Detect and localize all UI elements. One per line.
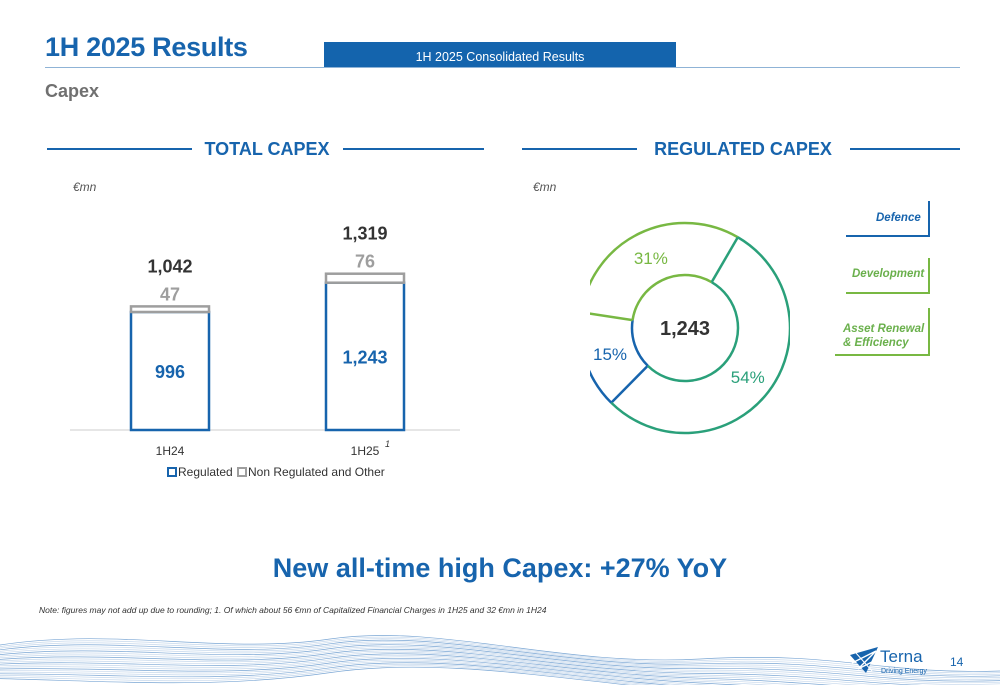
total-capex-line-right bbox=[343, 148, 484, 150]
wave-line bbox=[0, 659, 713, 685]
label-regulated-1H24: 996 bbox=[155, 362, 185, 382]
regulated-capex-line-right bbox=[850, 148, 960, 150]
logo-tagline: Driving Energy bbox=[881, 668, 927, 675]
total-capex-title: TOTAL CAPEX bbox=[204, 139, 330, 159]
wave-line bbox=[0, 636, 1000, 674]
footnote: Note: figures may not add up due to roun… bbox=[39, 605, 547, 615]
slice-inner-development bbox=[631, 273, 713, 321]
slice-inner-asset-renewal-efficiency bbox=[646, 281, 740, 383]
bar-non-regulated-1H24 bbox=[129, 305, 211, 314]
page-title: 1H 2025 Results bbox=[45, 32, 248, 62]
wave-line bbox=[0, 645, 1000, 684]
label-non-regulated-1H25: 76 bbox=[355, 252, 375, 272]
slice-label-defence: 15% bbox=[593, 345, 627, 364]
wave-line bbox=[0, 648, 923, 685]
legend-asset-renewal-frame bbox=[835, 308, 930, 356]
wave-line bbox=[0, 644, 1000, 682]
total-capex-line-left bbox=[47, 148, 192, 150]
legend-label-non-regulated: Non Regulated and Other bbox=[248, 465, 385, 479]
donut-center-value: 1,243 bbox=[660, 318, 710, 340]
header-divider bbox=[45, 67, 960, 68]
header-tab: 1H 2025 Consolidated Results bbox=[324, 42, 676, 67]
legend-swatch-non-regulated bbox=[237, 467, 247, 477]
wave-line bbox=[0, 660, 688, 685]
slice-outer-defence bbox=[590, 369, 613, 404]
regulated-capex-line-left bbox=[522, 148, 637, 150]
wave-line bbox=[0, 663, 655, 685]
headline: New all-time high Capex: +27% YoY bbox=[272, 553, 728, 583]
page-number: 14 bbox=[950, 655, 964, 669]
logo-name: Terna bbox=[880, 647, 923, 666]
decorative-waves bbox=[0, 635, 1000, 685]
page-subtitle: Capex bbox=[45, 81, 100, 101]
label-total-1H25: 1,319 bbox=[342, 224, 387, 244]
total-unit-label: €mn bbox=[73, 180, 97, 194]
label-regulated-1H25: 1,243 bbox=[342, 347, 387, 367]
wave-line bbox=[0, 650, 888, 685]
slice-label-asset-renewal-efficiency: 54% bbox=[731, 368, 765, 387]
wave-line bbox=[0, 656, 774, 685]
regulated-unit-label: €mn bbox=[533, 180, 557, 194]
wave-line bbox=[0, 647, 1000, 685]
legend-swatch-regulated bbox=[167, 467, 177, 477]
terna-logo-mark bbox=[850, 647, 879, 673]
wave-line bbox=[0, 639, 1000, 677]
slice-divider-defence bbox=[610, 364, 649, 404]
wave-line bbox=[0, 642, 1000, 680]
bar-regulated-1H25 bbox=[324, 281, 406, 432]
label-non-regulated-1H24: 47 bbox=[160, 284, 180, 304]
tick-footnote-1H25: 1 bbox=[385, 439, 390, 449]
slice-label-development: 31% bbox=[634, 249, 668, 268]
bar-regulated-1H24 bbox=[129, 310, 211, 432]
slice-inner-defence bbox=[630, 319, 649, 367]
legend-asset-renewal: Asset Renewal & Efficiency bbox=[843, 323, 925, 349]
wave-line bbox=[0, 653, 833, 685]
terna-logo: Terna Driving Energy bbox=[850, 647, 927, 675]
legend-label-regulated: Regulated bbox=[178, 465, 233, 479]
bar-legend: Regulated Non Regulated and Other bbox=[167, 465, 385, 479]
wave-line bbox=[0, 641, 1000, 679]
wave-line bbox=[0, 635, 1000, 672]
tick-1H25: 1H25 bbox=[351, 444, 380, 458]
regulated-capex-title: REGULATED CAPEX bbox=[654, 139, 832, 159]
slice-outer-development bbox=[590, 221, 739, 287]
legend-development-frame bbox=[846, 258, 930, 294]
slice-divider-development bbox=[590, 312, 633, 322]
wave-line bbox=[0, 662, 670, 685]
tick-1H24: 1H24 bbox=[156, 444, 185, 458]
legend-development: Development bbox=[852, 268, 925, 280]
slice-outer-asset-renewal-efficiency bbox=[610, 236, 790, 435]
regulated-capex-donut: 15% 31% 54% 1,243 bbox=[590, 221, 790, 435]
legend-defence-frame bbox=[846, 201, 930, 237]
wave-line bbox=[0, 666, 631, 685]
wave-line bbox=[0, 654, 804, 685]
legend-defence: Defence bbox=[876, 212, 921, 224]
wave-line bbox=[0, 665, 643, 685]
slice-divider-asset-renewal-efficiency bbox=[710, 236, 739, 283]
label-total-1H24: 1,042 bbox=[147, 256, 192, 276]
wave-line bbox=[0, 638, 1000, 675]
bar-non-regulated-1H25 bbox=[324, 272, 406, 284]
total-capex-chart: 996 47 1,042 1H24 1,243 76 1,319 1H25 1 Regulated… bbox=[70, 224, 460, 479]
wave-line bbox=[0, 657, 743, 685]
